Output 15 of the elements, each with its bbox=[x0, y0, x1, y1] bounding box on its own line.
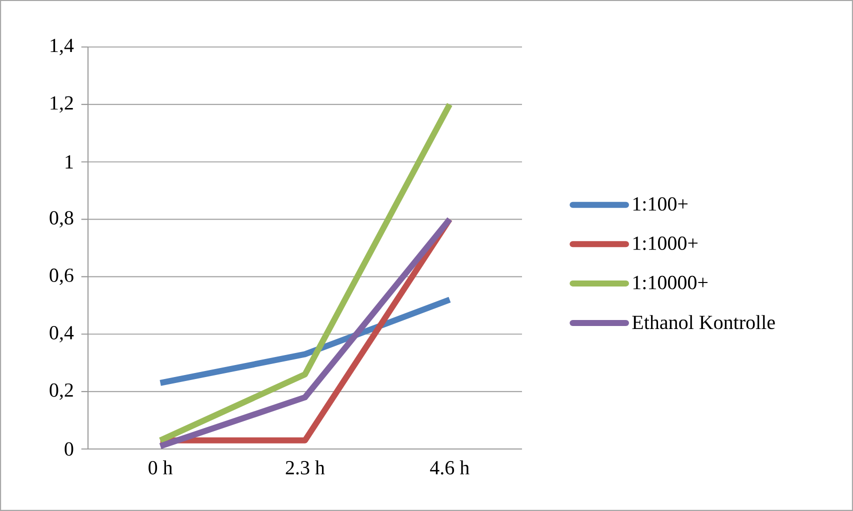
legend-label: Ethanol Kontrolle bbox=[632, 315, 775, 330]
legend-label: 1:100+ bbox=[633, 197, 688, 211]
x-tick-label: 2.3 h bbox=[286, 460, 325, 475]
y-tick-label: 1,2 bbox=[50, 96, 73, 113]
legend-label: 1:10000+ bbox=[633, 276, 708, 290]
y-tick-label: 0,6 bbox=[50, 268, 74, 285]
y-tick-label: 0,8 bbox=[50, 211, 74, 228]
x-tick-label: 4.6 h bbox=[430, 460, 470, 475]
y-tick-label: 0 bbox=[64, 442, 74, 456]
legend-label: 1:1000+ bbox=[633, 236, 698, 250]
x-tick-label: 0 h bbox=[148, 460, 173, 474]
y-tick-label: 0,2 bbox=[50, 383, 73, 400]
y-tick-label: 1,4 bbox=[50, 38, 74, 56]
y-tick-label: 0,4 bbox=[50, 326, 74, 342]
y-tick-label: 1 bbox=[66, 155, 73, 168]
